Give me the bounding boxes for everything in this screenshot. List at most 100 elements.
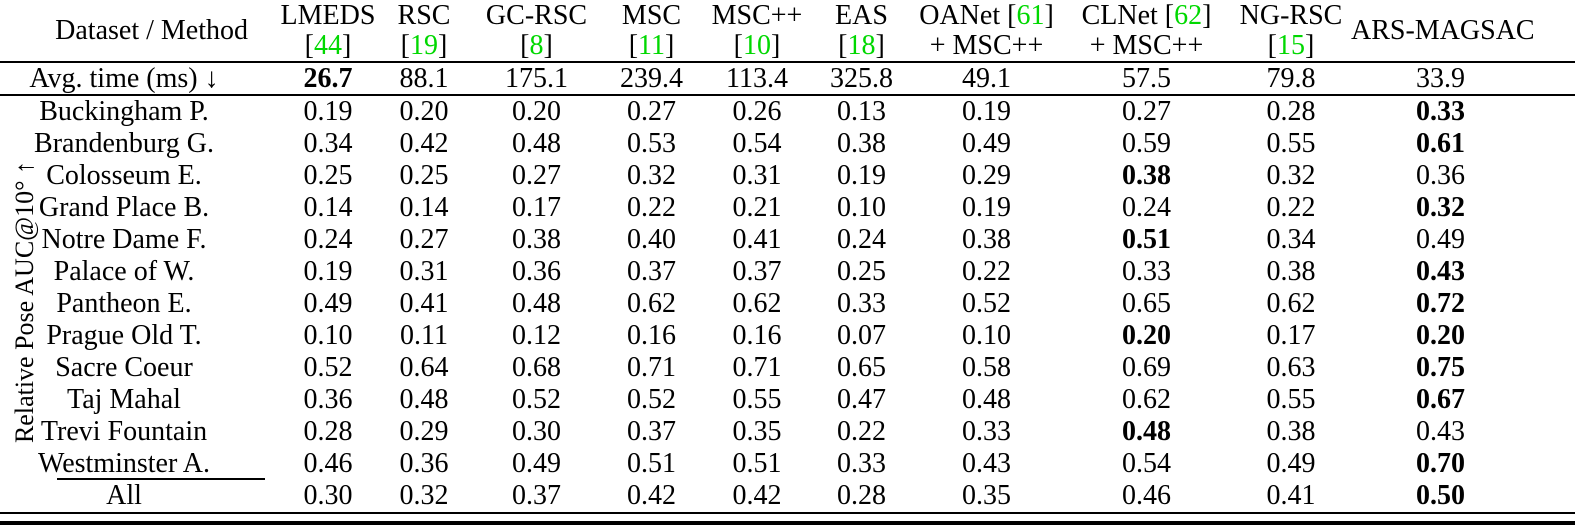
citation-bracket: [11]	[628, 29, 675, 61]
metric-cell: 0.33	[837, 288, 886, 319]
method-citation: [19]	[376, 29, 472, 61]
metric-cell: 0.24	[837, 224, 886, 255]
method-name: RSC	[397, 0, 451, 31]
metric-cell: 0.46	[303, 448, 353, 479]
metric-cell: 0.27	[1122, 96, 1171, 127]
metric-cell: 0.72	[1416, 288, 1465, 319]
metric-cell: 0.59	[1122, 128, 1171, 159]
metric-cell: 239.4	[601, 62, 702, 96]
citation-link[interactable]: 18	[847, 29, 876, 61]
method-name: EAS	[835, 0, 888, 31]
metric-cell: 0.43	[1416, 416, 1465, 447]
citation-link[interactable]: 10	[743, 29, 771, 61]
citation-bracket: [62]	[1164, 0, 1212, 31]
metric-cell: 0.52	[303, 352, 353, 383]
avg-time-row: Avg. time (ms) ↓ 26.7 88.1 175.1 239.4 113.4 3…	[0, 62, 1575, 96]
method-name: ARS-MAGSAC	[1351, 14, 1535, 46]
metric-cell: 0.54	[1122, 448, 1171, 479]
citation-link[interactable]: 19	[410, 29, 438, 61]
metric-cell: 0.65	[1122, 288, 1171, 319]
metric-cell: 0.48	[512, 288, 561, 319]
column-header-gc-rsc: GC-RSC [8]	[472, 0, 601, 63]
metric-cell: 0.35	[962, 480, 1011, 511]
metric-cell: 0.38	[837, 128, 886, 159]
citation-link[interactable]: 62	[1174, 0, 1203, 31]
metric-cell: 0.49	[303, 288, 353, 319]
metric-cell: 0.30	[303, 480, 353, 511]
metric-cell: 0.16	[627, 320, 676, 351]
metric-cell: 0.27	[512, 160, 561, 191]
dataset-label: Taj Mahal	[67, 384, 181, 415]
metric-cell: 0.58	[962, 352, 1011, 383]
metric-cell: 57.5	[1062, 62, 1231, 96]
method-name: MSC	[621, 0, 682, 31]
column-header-rsc: RSC [19]	[376, 0, 472, 63]
table-body: Avg. time (ms) ↓ 26.7 88.1 175.1 239.4 113.4 3…	[0, 62, 1575, 512]
method-name: LMEDS	[280, 0, 376, 31]
metric-cell: 0.37	[627, 256, 676, 287]
metric-cell: 0.36	[303, 384, 353, 415]
metric-cell: 0.32	[1416, 192, 1465, 223]
bottom-double-rule	[0, 512, 1575, 525]
citation-bracket: [19]	[400, 29, 448, 61]
metric-cell: 0.24	[1122, 192, 1171, 223]
metric-cell: 0.63	[1266, 352, 1316, 383]
metric-cell: 0.28	[1266, 96, 1316, 127]
citation-bracket: [44]	[304, 29, 352, 61]
metric-cell: 0.25	[837, 256, 886, 287]
metric-cell: 0.30	[512, 416, 561, 447]
metric-cell: 0.19	[303, 256, 353, 287]
column-header-msc: MSC++ [10]	[702, 0, 812, 63]
metric-cell: 0.14	[399, 192, 449, 223]
metric-cell: 0.22	[962, 256, 1011, 287]
table-row-grand-place-b: Grand Place B. 0.14 0.14 0.17 0.22 0.21 0.10 0.…	[0, 192, 1575, 224]
method-citation: [15]	[1231, 29, 1351, 61]
citation-bracket: [10]	[733, 29, 781, 61]
metric-cell: 113.4	[702, 62, 812, 96]
metric-cell: 175.1	[472, 62, 601, 96]
avg-time-label: Avg. time (ms) ↓	[0, 62, 280, 96]
metric-cell: 79.8	[1231, 62, 1351, 96]
dataset-label: Palace of W.	[53, 256, 195, 287]
metric-cell: 0.71	[627, 352, 676, 383]
metric-cell: 0.48	[1122, 416, 1171, 447]
method-name: NG-RSC	[1239, 0, 1343, 31]
metric-cell: 0.42	[732, 480, 782, 511]
metric-cell: 0.55	[1266, 128, 1316, 159]
citation-link[interactable]: 44	[314, 29, 342, 61]
table-row-all: All 0.30 0.32 0.37 0.42 0.42 0.28 0.35 0.46 0.41 0…	[0, 480, 1575, 512]
table-row-westminster-a: Westminster A. 0.46 0.36 0.49 0.51 0.51 0.33 0.…	[0, 448, 1575, 480]
column-header-lmeds: LMEDS [44]	[280, 0, 376, 63]
metric-cell: 0.54	[732, 128, 782, 159]
metric-cell: 0.49	[512, 448, 561, 479]
citation-link[interactable]: 8	[529, 29, 544, 61]
metric-cell: 0.70	[1416, 448, 1465, 479]
metric-cell: 0.68	[512, 352, 561, 383]
metric-cell: 0.48	[512, 128, 561, 159]
metric-cell: 0.34	[1266, 224, 1316, 255]
metric-cell: 0.22	[1266, 192, 1316, 223]
metric-cell: 0.61	[1416, 128, 1465, 159]
citation-bracket: [61]	[1007, 0, 1054, 31]
metric-cell: 0.38	[1266, 416, 1316, 447]
table-row-colosseum-e: Colosseum E. 0.25 0.25 0.27 0.32 0.31 0.19 0.29…	[0, 160, 1575, 192]
metric-cell: 0.46	[1122, 480, 1171, 511]
citation-link[interactable]: 61	[1016, 0, 1045, 31]
table-header: Dataset / Method LMEDS [44] RSC [19] GC-RSC [8…	[0, 0, 1575, 63]
metric-cell: 0.41	[732, 224, 782, 255]
dataset-label: Westminster A.	[38, 448, 210, 479]
metric-cell: 0.24	[303, 224, 353, 255]
metric-cell: 0.27	[399, 224, 449, 255]
column-header-oanet: OANet [61] + MSC++	[911, 0, 1062, 63]
metric-cell: 0.71	[732, 352, 782, 383]
table-row-taj-mahal: Taj Mahal 0.36 0.48 0.52 0.52 0.55 0.47 0.48 0.6…	[0, 384, 1575, 416]
method-name: GC-RSC	[485, 0, 588, 31]
metric-cell: 0.36	[399, 448, 449, 479]
citation-link[interactable]: 11	[638, 29, 665, 61]
metric-cell: 0.41	[1266, 480, 1316, 511]
metric-cell: 0.49	[962, 128, 1011, 159]
citation-link[interactable]: 15	[1277, 29, 1305, 61]
metric-cell: 0.28	[303, 416, 353, 447]
metric-cell: 0.17	[512, 192, 561, 223]
metric-cell: 0.48	[962, 384, 1011, 415]
